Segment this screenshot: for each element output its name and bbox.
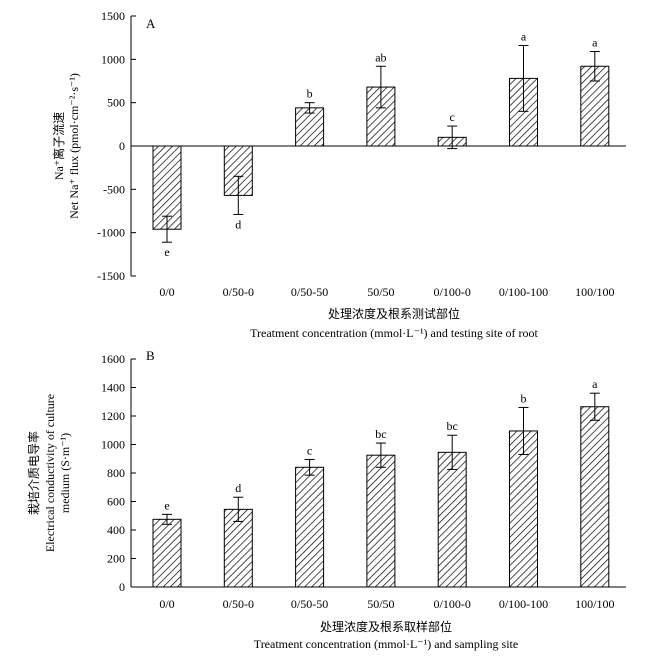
- significance-label: e: [164, 245, 169, 259]
- panel-a-y-ticks: -1500 -1000 -500 0 500 1000 1500: [97, 9, 136, 283]
- y-tick-label: -1000: [97, 226, 125, 240]
- y-tick-label: -500: [103, 182, 125, 196]
- panel-b-ylabel-cn: 栽培介质电导率: [26, 431, 41, 515]
- panel-b-xlabel-cn: 处理浓度及根系取样部位: [320, 619, 452, 634]
- bar: [366, 454, 396, 588]
- panel-b-x-ticks: 0/0 0/50-0 0/50-50 50/50 0/100-0 0/100-100 100…: [159, 597, 614, 611]
- panel-a: A -1500 -1000 -500 0 500 1000 1500 e d b ab c a a 0/…: [51, 9, 626, 340]
- significance-label: d: [235, 217, 241, 231]
- significance-label: b: [307, 87, 313, 101]
- panel-a-label: A: [146, 16, 156, 31]
- x-tick-label: 0/100-100: [499, 285, 548, 299]
- bar: [295, 107, 325, 147]
- y-tick-label: 1000: [101, 438, 125, 452]
- panel-b-ylabel-en2: medium (S·m⁻¹): [58, 433, 72, 513]
- bar: [295, 466, 325, 588]
- significance-label: a: [592, 377, 598, 391]
- y-tick-label: 600: [107, 495, 125, 509]
- y-tick-label: 1600: [101, 352, 125, 366]
- y-tick-label: 800: [107, 466, 125, 480]
- significance-label: bc: [375, 427, 386, 441]
- y-tick-label: 1500: [101, 9, 125, 23]
- y-tick-label: 200: [107, 552, 125, 566]
- bar: [152, 518, 182, 588]
- panel-a-xlabel-en: Treatment concentration (mmol·L⁻¹) and t…: [250, 326, 538, 340]
- panel-b-bars: e d c bc bc b a: [152, 377, 610, 588]
- y-tick-label: 500: [107, 96, 125, 110]
- panel-a-x-ticks: 0/0 0/50-0 0/50-50 50/50 0/100-0 0/100-100 100…: [159, 285, 614, 299]
- panel-a-ylabel-cn: Na⁺离子流速: [51, 112, 66, 180]
- y-tick-label: 0: [119, 139, 125, 153]
- y-tick-label: -1500: [97, 269, 125, 283]
- y-tick-label: 1200: [101, 409, 125, 423]
- panel-a-xlabel-cn: 处理浓度及根系测试部位: [328, 306, 460, 321]
- panel-a-ylabel-en: Net Na⁺ flux (pmol·cm⁻²·s⁻¹): [67, 73, 81, 219]
- significance-label: c: [450, 110, 455, 124]
- y-tick-label: 400: [107, 523, 125, 537]
- x-tick-label: 0/50-50: [291, 285, 328, 299]
- panel-b-y-ticks: 0 200 400 600 800 1000 1200 1400 1600: [101, 352, 136, 594]
- significance-label: b: [521, 391, 527, 405]
- y-tick-label: 1400: [101, 381, 125, 395]
- x-tick-label: 50/50: [367, 285, 394, 299]
- bar: [509, 430, 538, 588]
- bar: [223, 508, 253, 588]
- y-tick-label: 1000: [101, 52, 125, 66]
- x-tick-label: 0/50-0: [223, 285, 254, 299]
- x-tick-label: 100/100: [575, 597, 614, 611]
- x-tick-label: 0/0: [159, 285, 174, 299]
- x-tick-label: 50/50: [367, 597, 394, 611]
- significance-label: d: [235, 481, 241, 495]
- x-tick-label: 0/0: [159, 597, 174, 611]
- bar: [437, 451, 467, 588]
- x-tick-label: 0/50-50: [291, 597, 328, 611]
- significance-label: bc: [447, 419, 458, 433]
- x-tick-label: 100/100: [575, 285, 614, 299]
- significance-label: a: [592, 36, 598, 50]
- x-tick-label: 0/100-0: [434, 597, 471, 611]
- x-tick-label: 0/100-0: [434, 285, 471, 299]
- x-tick-label: 0/100-100: [499, 597, 548, 611]
- panel-b-xlabel-en: Treatment concentration (mmol·L⁻¹) and s…: [254, 637, 518, 651]
- panel-b-label: B: [146, 348, 155, 363]
- panel-b: B 0 200 400 600 800 1000 1200 1400 1600 e d c bc bc b…: [26, 348, 626, 651]
- significance-label: ab: [375, 50, 386, 64]
- significance-label: c: [307, 443, 312, 457]
- bar: [580, 406, 610, 588]
- y-tick-label: 0: [119, 580, 125, 594]
- x-tick-label: 0/50-0: [223, 597, 254, 611]
- panel-a-bars: e d b ab c a a: [152, 29, 610, 259]
- significance-label: e: [164, 498, 169, 512]
- significance-label: a: [521, 29, 527, 43]
- panel-b-ylabel-en: Electrical conductivity of culture: [43, 394, 57, 552]
